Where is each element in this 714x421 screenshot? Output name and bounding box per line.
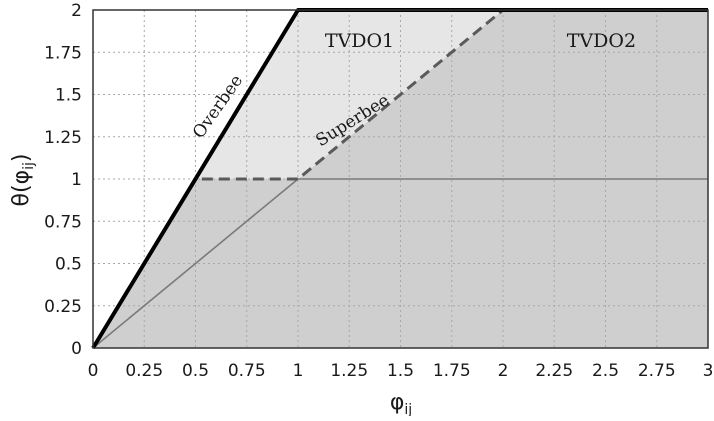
y-tick-label: 1.5 (55, 86, 82, 106)
x-axis-label: φij (390, 390, 412, 416)
x-tick-label: 1.75 (433, 361, 471, 381)
x-tick-label: 2 (498, 361, 509, 381)
plot-frame (92, 9, 709, 349)
series-reference-line (92, 178, 708, 349)
y-tick-label: 0.5 (55, 255, 82, 275)
x-tick-label: 0.5 (182, 361, 209, 381)
x-tick-label: 2.5 (592, 361, 619, 381)
region-label: TVDO2 (567, 30, 636, 52)
x-tick-label: 1 (293, 361, 304, 381)
y-tick-label: 0.25 (44, 297, 82, 317)
y-tick-label: 1.75 (44, 43, 82, 63)
x-tick-label: 2.25 (535, 361, 573, 381)
y-tick-label: 0 (71, 339, 82, 359)
grid-layer (93, 10, 708, 348)
y-tick-label: 1.25 (44, 128, 82, 148)
x-tick-label: 2.75 (638, 361, 676, 381)
region-label: TVDO1 (325, 30, 394, 52)
y-tick-label: 2 (71, 1, 82, 21)
y-tick-label: 0.75 (44, 212, 82, 232)
x-tick-labels: 0 0.25 0.5 0.75 1 1.25 1.5 1.75 2 2.25 2.5 2.75 3 (88, 361, 714, 381)
x-tick-label: 1.25 (330, 361, 368, 381)
x-tick-label: 1.5 (387, 361, 414, 381)
y-axis-label: θ(φij) (9, 154, 37, 207)
x-tick-label: 0.75 (228, 361, 266, 381)
y-tick-label: 1 (71, 170, 82, 190)
x-tick-label: 0 (88, 361, 99, 381)
x-tick-label: 0.25 (125, 361, 163, 381)
y-tick-labels: 0 0.25 0.5 0.75 1 1.25 1.5 1.75 2 (44, 1, 82, 359)
x-tick-label: 3 (703, 361, 714, 381)
